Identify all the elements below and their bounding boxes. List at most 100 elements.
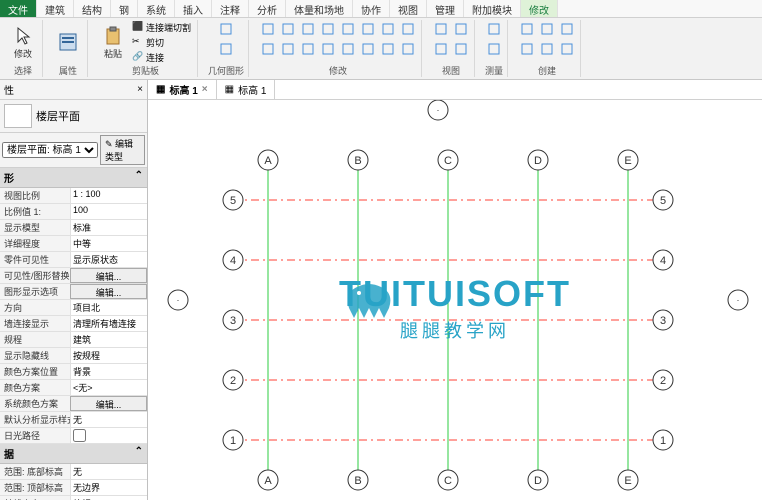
property-value[interactable]: 编辑... xyxy=(70,284,147,299)
tool-button[interactable] xyxy=(399,40,417,58)
property-value[interactable]: 无边界 xyxy=(70,480,147,495)
type-thumbnail xyxy=(4,104,32,128)
property-name: 方向 xyxy=(0,300,70,315)
property-row: 日光路径 xyxy=(0,428,147,444)
drawing-canvas[interactable]: AABBCCDDEE5544332211··· TUITUISOFT 腿腿教学网 xyxy=(148,100,762,500)
tool-button[interactable] xyxy=(518,20,536,38)
property-value[interactable]: 俯视 xyxy=(70,496,147,500)
svg-text:1: 1 xyxy=(660,435,666,447)
tool-button[interactable] xyxy=(217,40,235,58)
property-name: 日光路径 xyxy=(0,428,70,443)
property-value[interactable]: 清理所有墙连接 xyxy=(70,316,147,331)
ribbon-tab[interactable]: 修改 xyxy=(521,0,558,17)
tool-button[interactable] xyxy=(558,40,576,58)
ribbon-tab[interactable]: 附加模块 xyxy=(464,0,521,17)
view-tab-active[interactable]: ▦ 标高 1 × xyxy=(148,80,217,99)
close-icon[interactable]: × xyxy=(137,84,143,95)
property-row: 显示隐藏线按规程 xyxy=(0,348,147,364)
ribbon-tab[interactable]: 视图 xyxy=(390,0,427,17)
property-value[interactable]: <无> xyxy=(70,380,147,395)
ribbon-tabs: 文件 建筑结构钢系统插入注释分析体量和场地协作视图管理附加模块修改 xyxy=(0,0,762,18)
property-category[interactable]: 形⌃ xyxy=(0,168,147,188)
ribbon-tab[interactable]: 结构 xyxy=(74,0,111,17)
modify-label: 修改 xyxy=(14,47,32,60)
tool-button[interactable] xyxy=(485,20,503,38)
properties-button[interactable] xyxy=(53,20,83,64)
connect-cut-button[interactable]: ⬛连接端切割 xyxy=(130,20,193,34)
close-tab-icon[interactable]: × xyxy=(202,84,208,95)
property-value[interactable]: 中等 xyxy=(70,236,147,251)
modify-button[interactable]: 修改 xyxy=(8,20,38,64)
view-tabs: ▦ 标高 1 × ▦ 标高 1 xyxy=(148,80,762,100)
cut-button[interactable]: ✂剪切 xyxy=(130,35,193,49)
tool-button[interactable] xyxy=(339,20,357,38)
tool-button[interactable] xyxy=(299,40,317,58)
instance-selector[interactable]: 楼层平面: 标高 1 xyxy=(2,142,98,158)
svg-text:C: C xyxy=(444,155,452,167)
ribbon-tab[interactable]: 协作 xyxy=(353,0,390,17)
property-value[interactable]: 编辑... xyxy=(70,396,147,411)
tool-button[interactable] xyxy=(379,40,397,58)
property-value[interactable]: 无 xyxy=(70,464,147,479)
ribbon-tab[interactable]: 建筑 xyxy=(37,0,74,17)
property-value[interactable]: 1 : 100 xyxy=(70,188,147,203)
tool-button[interactable] xyxy=(359,20,377,38)
tool-button[interactable] xyxy=(432,40,450,58)
tool-button[interactable] xyxy=(485,40,503,58)
property-row: 视图比例1 : 100 xyxy=(0,188,147,204)
property-category[interactable]: 据⌃ xyxy=(0,444,147,464)
tool-button[interactable] xyxy=(259,40,277,58)
tool-button[interactable] xyxy=(538,20,556,38)
property-value[interactable]: 编辑... xyxy=(70,268,147,283)
svg-text:4: 4 xyxy=(660,255,666,267)
property-value[interactable] xyxy=(70,428,147,443)
property-value[interactable]: 按规程 xyxy=(70,348,147,363)
svg-text:5: 5 xyxy=(660,195,666,207)
property-value[interactable]: 显示原状态 xyxy=(70,252,147,267)
property-value[interactable]: 背景 xyxy=(70,364,147,379)
ribbon-tab[interactable]: 插入 xyxy=(175,0,212,17)
clipboard-group-label: 剪贴板 xyxy=(132,64,159,77)
svg-text:E: E xyxy=(624,155,631,167)
tool-button[interactable] xyxy=(299,20,317,38)
tab-file[interactable]: 文件 xyxy=(0,0,37,17)
tool-button[interactable] xyxy=(538,40,556,58)
tool-button[interactable] xyxy=(279,40,297,58)
tool-button[interactable] xyxy=(279,20,297,38)
view-icon: ▦ xyxy=(225,84,234,95)
property-value[interactable]: 无 xyxy=(70,412,147,427)
tool-button[interactable] xyxy=(518,40,536,58)
tool-button[interactable] xyxy=(319,20,337,38)
tool-button[interactable] xyxy=(379,20,397,38)
tool-button[interactable] xyxy=(452,20,470,38)
svg-text:·: · xyxy=(437,105,440,115)
property-value[interactable]: 标准 xyxy=(70,220,147,235)
tool-button[interactable] xyxy=(432,20,450,38)
svg-text:2: 2 xyxy=(660,375,666,387)
tool-button[interactable] xyxy=(359,40,377,58)
edit-type-button[interactable]: ✎ 编辑类型 xyxy=(100,135,145,165)
tool-button[interactable] xyxy=(399,20,417,38)
svg-text:A: A xyxy=(264,155,272,167)
tool-button[interactable] xyxy=(558,20,576,38)
property-value[interactable]: 项目北 xyxy=(70,300,147,315)
ribbon-tab[interactable]: 分析 xyxy=(249,0,286,17)
ribbon-tab[interactable]: 注释 xyxy=(212,0,249,17)
ribbon-tab[interactable]: 管理 xyxy=(427,0,464,17)
property-name: 显示隐藏线 xyxy=(0,348,70,363)
ribbon-tab[interactable]: 系统 xyxy=(138,0,175,17)
ribbon-tab[interactable]: 体量和场地 xyxy=(286,0,353,17)
tool-button[interactable] xyxy=(319,40,337,58)
property-value[interactable]: 建筑 xyxy=(70,332,147,347)
tool-button[interactable] xyxy=(452,40,470,58)
paste-button[interactable]: 粘贴 xyxy=(98,20,128,64)
property-value[interactable]: 100 xyxy=(70,204,147,219)
view-tab[interactable]: ▦ 标高 1 xyxy=(217,80,276,99)
svg-text:·: · xyxy=(177,295,180,305)
ribbon-tab[interactable]: 钢 xyxy=(111,0,138,17)
tool-button[interactable] xyxy=(259,20,277,38)
scissors-icon: ✂ xyxy=(132,36,144,48)
join-button[interactable]: 🔗连接 xyxy=(130,50,193,64)
tool-button[interactable] xyxy=(217,20,235,38)
tool-button[interactable] xyxy=(339,40,357,58)
